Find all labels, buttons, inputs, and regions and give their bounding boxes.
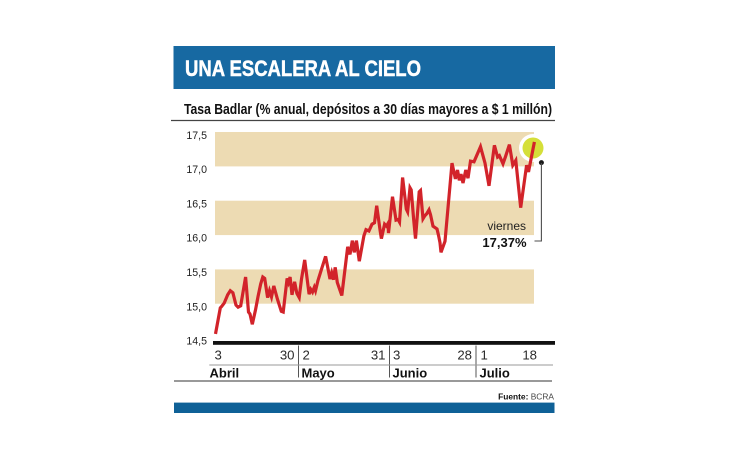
svg-text:2: 2 [303,348,310,363]
svg-text:17,0: 17,0 [186,164,207,176]
svg-text:3: 3 [215,348,222,363]
svg-text:18: 18 [522,348,537,363]
svg-text:Tasa Badlar (% anual, depósito: Tasa Badlar (% anual, depósitos a 30 día… [184,101,552,118]
svg-text:Fuente: BCRA: Fuente: BCRA [498,392,554,402]
svg-text:3: 3 [393,348,400,363]
svg-text:14,5: 14,5 [186,336,207,348]
svg-text:viernes: viernes [487,219,526,233]
svg-text:15,5: 15,5 [186,267,207,279]
svg-text:17,37%: 17,37% [482,235,527,250]
svg-text:16,0: 16,0 [186,233,207,245]
svg-text:16,5: 16,5 [186,198,207,210]
svg-text:15,0: 15,0 [186,301,207,313]
svg-text:UNA ESCALERA AL CIELO: UNA ESCALERA AL CIELO [185,56,421,81]
svg-text:1: 1 [481,348,488,363]
svg-text:31: 31 [371,348,386,363]
svg-text:30: 30 [280,348,295,363]
svg-text:17,5: 17,5 [186,130,207,142]
svg-text:Julio: Julio [480,366,510,381]
svg-text:Abril: Abril [210,366,240,381]
svg-text:Mayo: Mayo [302,366,335,381]
svg-text:28: 28 [457,348,472,363]
svg-text:Junio: Junio [393,366,428,381]
